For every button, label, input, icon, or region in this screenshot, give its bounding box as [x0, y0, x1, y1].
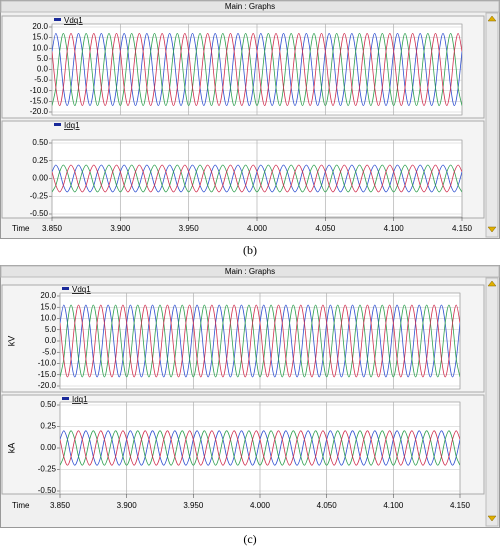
window-title: Main : Graphs: [225, 2, 275, 11]
scroll-up: [487, 280, 497, 287]
y-tick-label: -0.50: [30, 209, 49, 218]
y-tick-label: 0.25: [40, 422, 56, 431]
y-tick-label: 20.0: [40, 291, 56, 300]
legend-label: Vdq1: [72, 285, 91, 294]
y-tick-label: 0.00: [40, 443, 56, 452]
legend-icon: [62, 397, 69, 400]
legend-label: Idq1: [64, 121, 80, 130]
legend-icon: [54, 18, 61, 21]
window-title: Main : Graphs: [225, 267, 275, 276]
series-line: [60, 430, 460, 466]
legend-icon: [62, 287, 69, 290]
y-tick-label: -0.25: [30, 191, 49, 200]
series-group: [52, 164, 462, 193]
y-tick-label: 20.0: [32, 22, 48, 31]
x-tick-label: 3.850: [42, 224, 63, 233]
series-line: [60, 304, 460, 378]
series-group: [60, 304, 460, 378]
y-tick-label: 15.0: [32, 33, 48, 42]
legend-label: Vdq1: [64, 16, 83, 25]
y-tick-label: 5.0: [37, 54, 49, 63]
y-tick-label: -10.0: [30, 86, 49, 95]
x-tick-label: 4.150: [452, 224, 473, 233]
scroll-down: [487, 226, 497, 233]
series-line: [52, 32, 462, 107]
y-tick-label: 10.0: [40, 314, 56, 323]
y-tick-label: -20.0: [38, 381, 57, 390]
legend-label: Idq1: [72, 395, 88, 404]
y-tick-label: 0.50: [40, 400, 56, 409]
series-group: [60, 430, 460, 466]
series-group: [52, 32, 462, 107]
scroll-down: [487, 515, 497, 522]
y-tick-label: 0.50: [32, 138, 48, 147]
x-axis-label: Time: [12, 501, 30, 510]
scrollbar: [485, 277, 499, 527]
y-tick-label: -0.25: [38, 465, 57, 474]
y-tick-label: 0.00: [32, 174, 48, 183]
figure-caption: (c): [243, 532, 256, 546]
x-tick-label: 3.900: [110, 224, 131, 233]
y-tick-label: -0.50: [38, 486, 57, 495]
figure-caption: (b): [243, 243, 257, 257]
x-tick-label: 3.850: [50, 501, 71, 510]
series-line: [52, 164, 462, 193]
y-tick-label: 0.0: [37, 65, 49, 74]
x-tick-label: 3.950: [183, 501, 204, 510]
x-tick-label: 4.100: [383, 501, 404, 510]
y-tick-label: -5.0: [42, 347, 56, 356]
series-line: [60, 430, 460, 466]
series-line: [52, 164, 462, 193]
y-axis-label: kV: [6, 336, 16, 347]
x-tick-label: 4.000: [247, 224, 268, 233]
legend-icon: [54, 123, 61, 126]
y-axis-label: kA: [6, 443, 16, 454]
x-tick-label: 4.050: [315, 224, 336, 233]
x-tick-label: 3.900: [117, 501, 138, 510]
x-tick-label: 4.050: [317, 501, 338, 510]
y-tick-label: -15.0: [30, 96, 49, 105]
title-bar: [0, 0, 500, 13]
y-tick-label: -20.0: [30, 107, 49, 116]
x-tick-label: 4.150: [450, 501, 471, 510]
scrollbar: [485, 12, 499, 238]
y-tick-label: 15.0: [40, 302, 56, 311]
y-tick-label: -15.0: [38, 370, 57, 379]
y-tick-label: -10.0: [38, 359, 57, 368]
scroll-up: [487, 15, 497, 22]
title-bar: [0, 265, 500, 278]
y-tick-label: 5.0: [45, 325, 57, 334]
series-line: [60, 304, 460, 378]
y-tick-label: -5.0: [34, 75, 48, 84]
y-tick-label: 0.0: [45, 336, 57, 345]
y-tick-label: 0.25: [32, 156, 48, 165]
x-tick-label: 3.950: [179, 224, 200, 233]
y-tick-label: 10.0: [32, 43, 48, 52]
x-tick-label: 4.100: [384, 224, 405, 233]
x-axis-label: Time: [12, 224, 30, 233]
series-line: [52, 32, 462, 107]
x-tick-label: 4.000: [250, 501, 271, 510]
